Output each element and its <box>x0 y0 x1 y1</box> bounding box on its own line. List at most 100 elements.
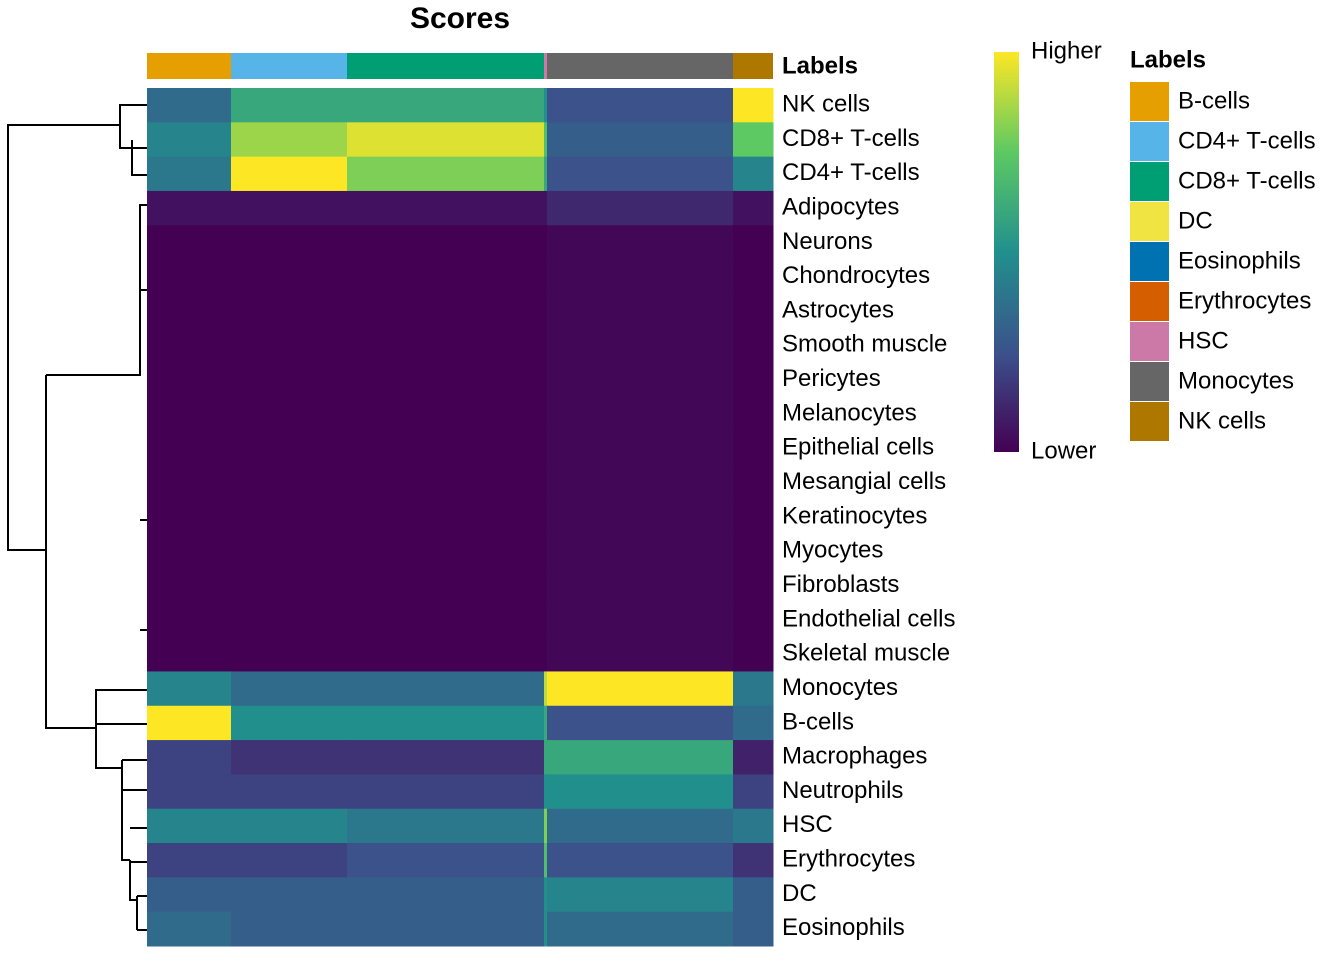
heatmap-cell <box>547 534 734 569</box>
heatmap-cell <box>147 911 232 947</box>
heatmap-cell <box>733 362 774 398</box>
annotation-cell <box>347 53 544 79</box>
row-label: Chondrocytes <box>782 262 930 289</box>
heatmap-cell <box>544 259 548 295</box>
row-label: Fibroblasts <box>782 571 899 598</box>
heatmap-cell <box>147 602 232 638</box>
heatmap-cell <box>231 911 348 947</box>
heatmap-cell <box>231 465 348 501</box>
heatmap-cell <box>544 431 548 467</box>
heatmap-cell <box>147 465 232 501</box>
heatmap-cell <box>547 774 734 810</box>
heatmap-cell <box>347 877 545 913</box>
heatmap-cell <box>544 122 548 158</box>
heatmap-cell <box>231 122 348 158</box>
row-label: CD8+ T-cells <box>782 125 920 152</box>
legend-swatch <box>1130 162 1169 201</box>
heatmap-cell <box>147 740 232 775</box>
heatmap-cell <box>147 362 232 398</box>
row-label: DC <box>782 880 817 907</box>
row-label: Astrocytes <box>782 296 894 323</box>
heatmap-cell <box>147 293 232 329</box>
heatmap-cell <box>547 877 734 913</box>
annotation-cell <box>147 53 231 79</box>
colorbar <box>994 52 1019 452</box>
heatmap-cell <box>733 259 774 295</box>
heatmap-cell <box>147 122 232 158</box>
heatmap-cell <box>544 911 548 947</box>
heatmap-cell <box>347 499 545 535</box>
heatmap-cell <box>733 568 774 604</box>
heatmap-cell <box>347 88 545 123</box>
heatmap-cell <box>544 774 548 810</box>
row-label: Endothelial cells <box>782 605 955 632</box>
legend-swatch <box>1130 402 1169 441</box>
heatmap-cell <box>544 328 548 364</box>
heatmap-cell <box>733 465 774 501</box>
row-label: NK cells <box>782 91 870 118</box>
heatmap-cell <box>231 534 348 569</box>
legend-swatch <box>1130 242 1169 281</box>
row-label: Adipocytes <box>782 193 899 220</box>
heatmap-cell <box>347 259 545 295</box>
heatmap-cell <box>733 499 774 535</box>
heatmap-cell <box>147 671 232 707</box>
heatmap-cell <box>733 431 774 467</box>
row-label: CD4+ T-cells <box>782 159 920 186</box>
legend-label: CD8+ T-cells <box>1178 167 1316 194</box>
row-label: Mesangial cells <box>782 468 946 495</box>
heatmap-cell <box>347 602 545 638</box>
heatmap-cell <box>147 877 232 913</box>
legend-swatch <box>1130 202 1169 241</box>
row-label: Melanocytes <box>782 399 917 426</box>
heatmap-cell <box>231 431 348 467</box>
heatmap-cell <box>347 225 545 261</box>
heatmap-cell <box>547 259 734 295</box>
heatmap-cell <box>544 602 548 638</box>
legend-swatch <box>1130 282 1169 321</box>
row-label: Epithelial cells <box>782 434 934 461</box>
legend-title: Labels <box>1130 46 1206 73</box>
heatmap-cell <box>347 911 545 947</box>
row-label: Eosinophils <box>782 914 905 941</box>
heatmap-cell <box>547 88 734 123</box>
heatmap-cell <box>231 156 348 192</box>
heatmap-cell <box>147 190 232 226</box>
heatmap-cell <box>733 534 774 569</box>
heatmap-cell <box>147 156 232 192</box>
heatmap-cell <box>147 88 232 123</box>
heatmap-cell <box>544 671 548 707</box>
heatmap-cell <box>231 671 348 707</box>
heatmap-cell <box>544 877 548 913</box>
heatmap-cell <box>347 396 545 432</box>
heatmap-cell <box>544 293 548 329</box>
heatmap-cell <box>733 396 774 432</box>
heatmap-cell <box>147 534 232 569</box>
legend-swatch <box>1130 362 1169 401</box>
annotation-cell <box>231 53 347 79</box>
row-label: Myocytes <box>782 537 883 564</box>
heatmap-cell <box>231 362 348 398</box>
row-label: Neurons <box>782 228 873 255</box>
heatmap-cell <box>147 431 232 467</box>
heatmap-cell <box>347 156 545 192</box>
heatmap-cell <box>231 740 348 775</box>
heatmap-cell <box>231 637 348 672</box>
heatmap-cell <box>544 740 548 775</box>
heatmap-cell <box>347 465 545 501</box>
heatmap-cell <box>547 740 734 775</box>
heatmap-cell <box>733 190 774 226</box>
heatmap-cell <box>544 190 548 226</box>
heatmap-cell <box>547 465 734 501</box>
row-label: Smooth muscle <box>782 331 947 358</box>
heatmap-cell <box>231 808 348 844</box>
legend-label: B-cells <box>1178 87 1250 114</box>
row-label: HSC <box>782 811 833 838</box>
heatmap-cell <box>347 431 545 467</box>
heatmap-cell <box>733 911 774 947</box>
heatmap-cell <box>231 190 348 226</box>
heatmap-cell <box>347 328 545 364</box>
heatmap-cell <box>733 637 774 672</box>
heatmap-cell <box>544 534 548 569</box>
